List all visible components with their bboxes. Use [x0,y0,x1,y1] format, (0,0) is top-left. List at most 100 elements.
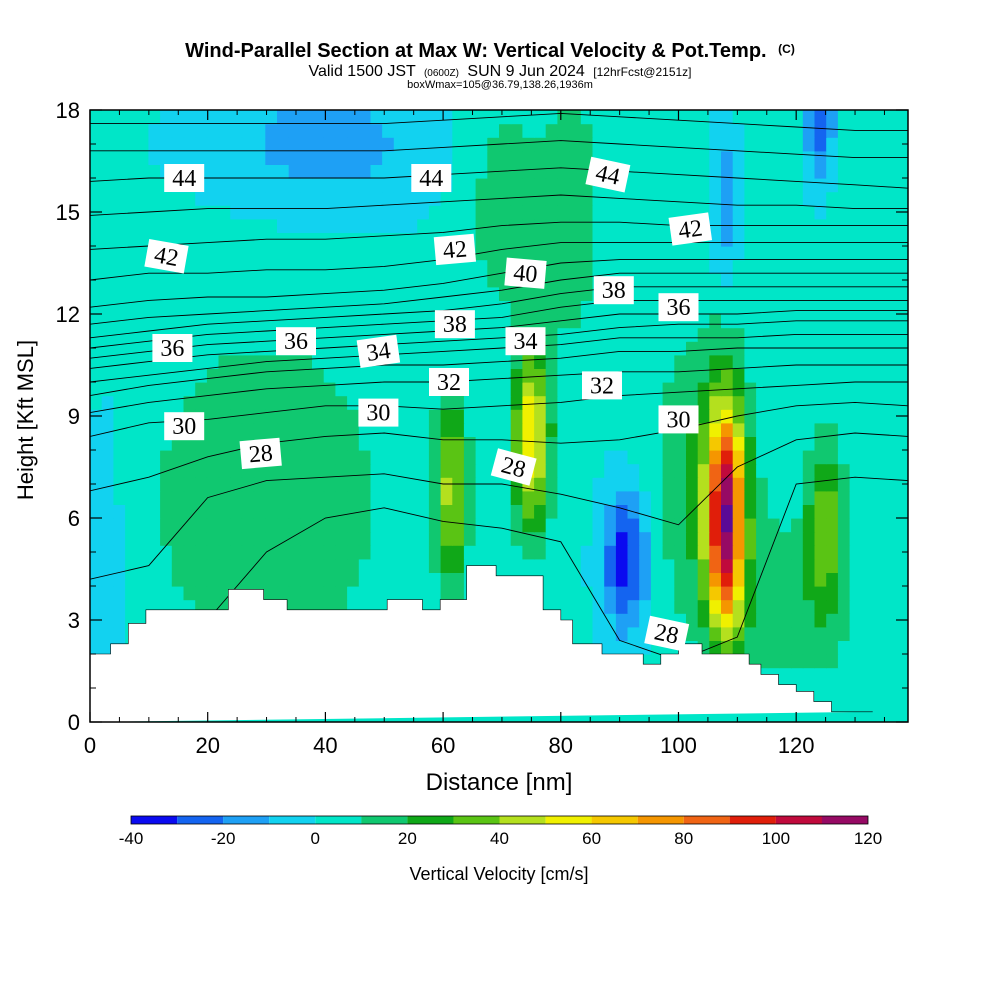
w-cell [370,218,383,233]
w-cell [627,232,640,247]
w-cell [686,110,699,125]
w-cell [791,409,804,424]
w-cell [101,178,114,193]
w-cell [756,545,769,560]
w-cell [849,409,862,424]
w-cell [791,613,804,628]
w-cell [347,314,360,329]
w-cell [300,490,313,505]
w-cell [721,246,734,261]
w-cell [767,150,781,165]
w-cell [206,477,220,492]
w-cell [861,286,874,301]
w-cell [323,218,336,233]
w-cell [557,164,570,179]
w-cell [709,137,722,152]
w-cell [136,436,149,451]
w-cell [288,259,301,274]
w-cell [732,178,745,193]
w-cell [463,354,477,369]
potential-temperature-contours [90,112,908,696]
w-cell [148,504,161,519]
w-cell [288,382,301,397]
w-cell [849,110,862,125]
w-cell [709,531,722,546]
w-cell [277,368,290,383]
w-cell [428,450,442,465]
w-cell [732,327,745,342]
w-cell [826,436,839,451]
w-cell [837,205,851,220]
w-cell [241,477,255,492]
w-cell [732,232,745,247]
w-cell [405,436,418,451]
w-cell [627,191,640,206]
w-cell [545,150,558,165]
w-cell [650,531,664,546]
w-cell [767,300,781,315]
w-cell [557,137,570,152]
w-cell [136,545,149,560]
w-cell [405,586,418,601]
w-cell [580,613,594,628]
w-cell [417,477,430,492]
w-cell [183,259,196,274]
w-cell [721,259,734,274]
w-cell [148,191,161,206]
w-cell [253,218,266,233]
w-cell [686,259,699,274]
w-cell [779,558,792,573]
w-cell [206,327,220,342]
w-cell [557,232,570,247]
w-cell [347,123,360,138]
w-cell [206,545,220,560]
w-cell [627,490,640,505]
w-cell [218,477,231,492]
w-cell [101,164,114,179]
w-cell [463,164,477,179]
w-cell [697,110,710,125]
w-cell [300,558,313,573]
w-cell [791,422,804,437]
w-cell [686,382,699,397]
w-cell [709,409,722,424]
contour-label-text: 40 [512,260,538,288]
w-cell [569,436,582,451]
w-cell [206,341,220,356]
w-cell [662,368,675,383]
w-cell [148,558,161,573]
w-cell [428,504,442,519]
w-cell [428,354,442,369]
w-cell [206,531,220,546]
w-cell [300,137,313,152]
w-cell [791,640,804,655]
w-cell [90,531,103,546]
w-cell [837,178,851,193]
w-cell [428,150,442,165]
w-cell [452,205,465,220]
w-cell [417,314,430,329]
w-cell [849,246,862,261]
w-cell [569,586,582,601]
w-cell [277,164,290,179]
w-cell [569,518,582,533]
w-cell [265,382,278,397]
w-cell [791,545,804,560]
w-cell [230,341,243,356]
w-cell [288,422,301,437]
w-cell [90,354,103,369]
theta-contour [90,242,908,281]
colorbar-segment [499,816,546,824]
w-cell [171,273,185,288]
w-cell [218,518,231,533]
w-cell [896,436,908,451]
w-cell [148,518,161,533]
w-cell [802,123,816,138]
w-cell [884,422,897,437]
w-cell [440,504,453,519]
w-cell [288,110,301,125]
w-cell [463,504,477,519]
w-cell [265,531,278,546]
w-cell [475,395,488,410]
w-cell [160,531,173,546]
